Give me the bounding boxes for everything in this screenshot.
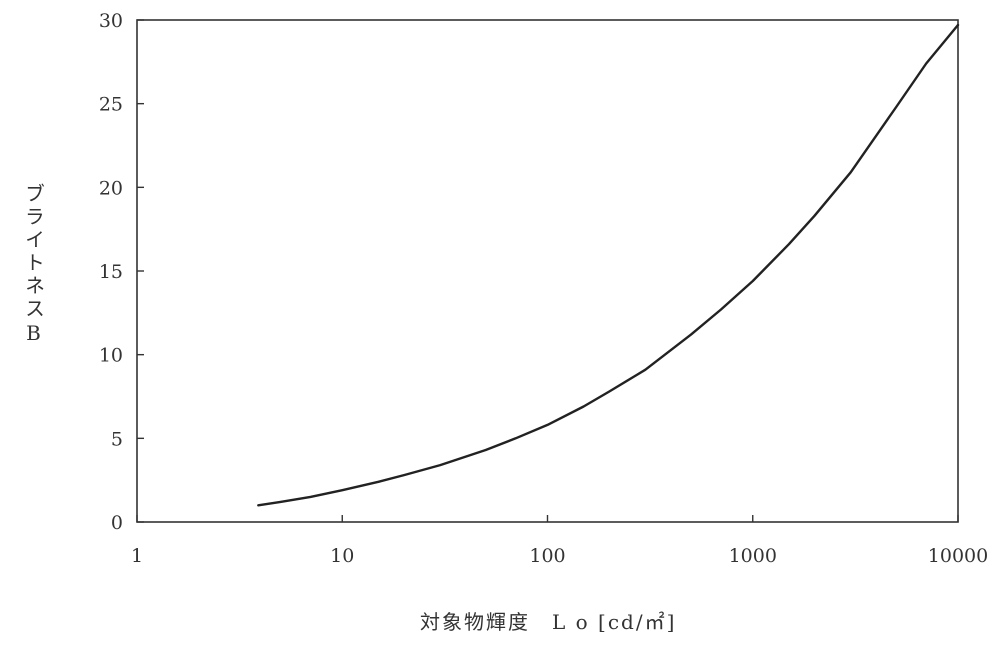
y-tick-label-2: 10	[99, 345, 123, 367]
x-tick-label-2: 100	[529, 545, 565, 567]
x-tick-label-3: 1000	[729, 545, 777, 567]
y-axis-label: ブライトネスB	[21, 182, 46, 348]
y-tick-label-6: 30	[99, 10, 123, 32]
x-tick-label-4: 10000	[928, 545, 988, 567]
x-tick-label-0: 1	[131, 545, 143, 567]
plot-frame	[136, 19, 959, 523]
y-tick-label-4: 20	[99, 177, 123, 199]
y-tick-label-0: 0	[111, 512, 123, 534]
y-tick-label-1: 5	[111, 428, 123, 450]
x-tick-label-1: 10	[330, 545, 354, 567]
y-tick-label-3: 15	[99, 261, 123, 283]
x-axis-label: 対象物輝度 L o [cd/㎡]	[420, 610, 677, 634]
series-line-0	[257, 23, 960, 507]
y-tick-label-5: 25	[99, 94, 123, 116]
